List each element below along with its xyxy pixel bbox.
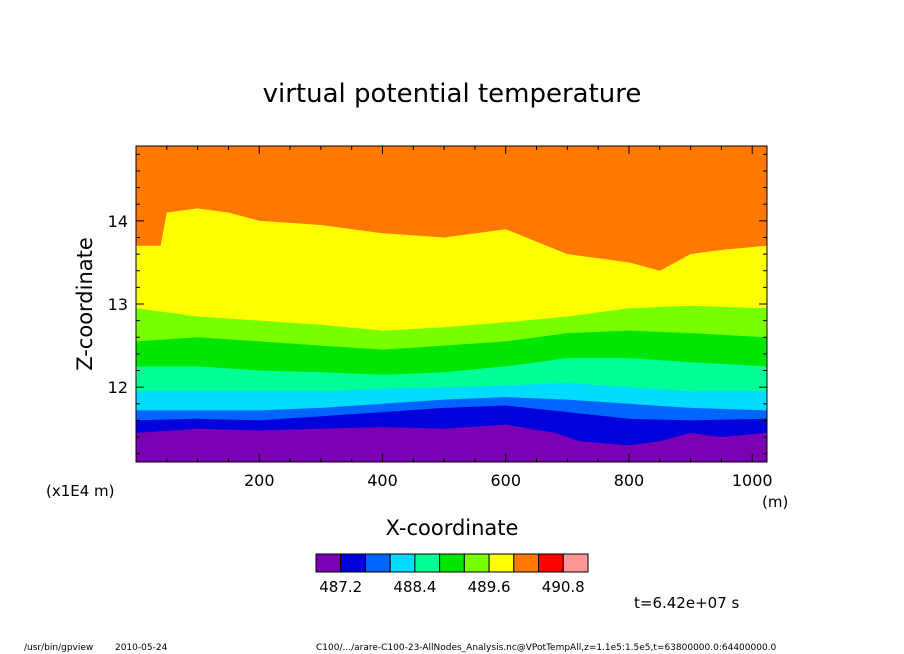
colorbar: 487.2 488.4 489.6 490.8: [315, 553, 589, 596]
x-axis-label: X-coordinate: [386, 516, 519, 540]
x-tick-label: 1000: [732, 471, 773, 490]
colorbar-swatch: [414, 553, 441, 573]
x-axis: 200 400 600 800 1000: [135, 146, 773, 490]
x-tick-label: 200: [244, 471, 275, 490]
y-tick-label: 14: [108, 212, 128, 231]
y-tick-label: 13: [108, 295, 128, 314]
y-unit-label: (x1E4 m): [46, 482, 115, 500]
colorbar-swatch: [513, 553, 540, 573]
footer-program: /usr/bin/gpview: [24, 643, 93, 653]
y-axis-label: Z-coordinate: [73, 237, 97, 371]
colorbar-tick-label: 487.2: [319, 578, 362, 596]
x-tick-label: 400: [367, 471, 398, 490]
colorbar-swatch: [538, 553, 564, 573]
colorbar-tick-label: 488.4: [393, 578, 436, 596]
colorbar-swatch: [340, 553, 366, 573]
colorbar-swatch: [439, 553, 465, 573]
colorbar-swatch: [463, 553, 490, 573]
x-unit-label: (m): [762, 493, 788, 511]
x-tick-label: 800: [614, 471, 645, 490]
colorbar-tick-label: 490.8: [542, 578, 585, 596]
colorbar-swatch: [389, 553, 416, 573]
footer-command: C100/.../arare-C100-23-AllNodes_Analysis…: [316, 643, 777, 653]
colorbar-swatch: [364, 553, 391, 573]
time-label: t=6.42e+07 s: [634, 594, 740, 612]
contour-band: [136, 146, 767, 271]
footer-date: 2010-05-24: [115, 643, 168, 653]
colorbar-tick-label: 489.6: [468, 578, 511, 596]
chart-title: virtual potential temperature: [263, 79, 642, 109]
colorbar-swatch: [488, 553, 515, 573]
x-tick-label: 600: [490, 471, 521, 490]
contour-plot-area: [136, 146, 767, 462]
y-axis: 12 13 14: [108, 153, 767, 455]
y-tick-label: 12: [108, 378, 128, 397]
colorbar-swatch: [315, 553, 342, 573]
colorbar-swatch: [562, 553, 589, 573]
